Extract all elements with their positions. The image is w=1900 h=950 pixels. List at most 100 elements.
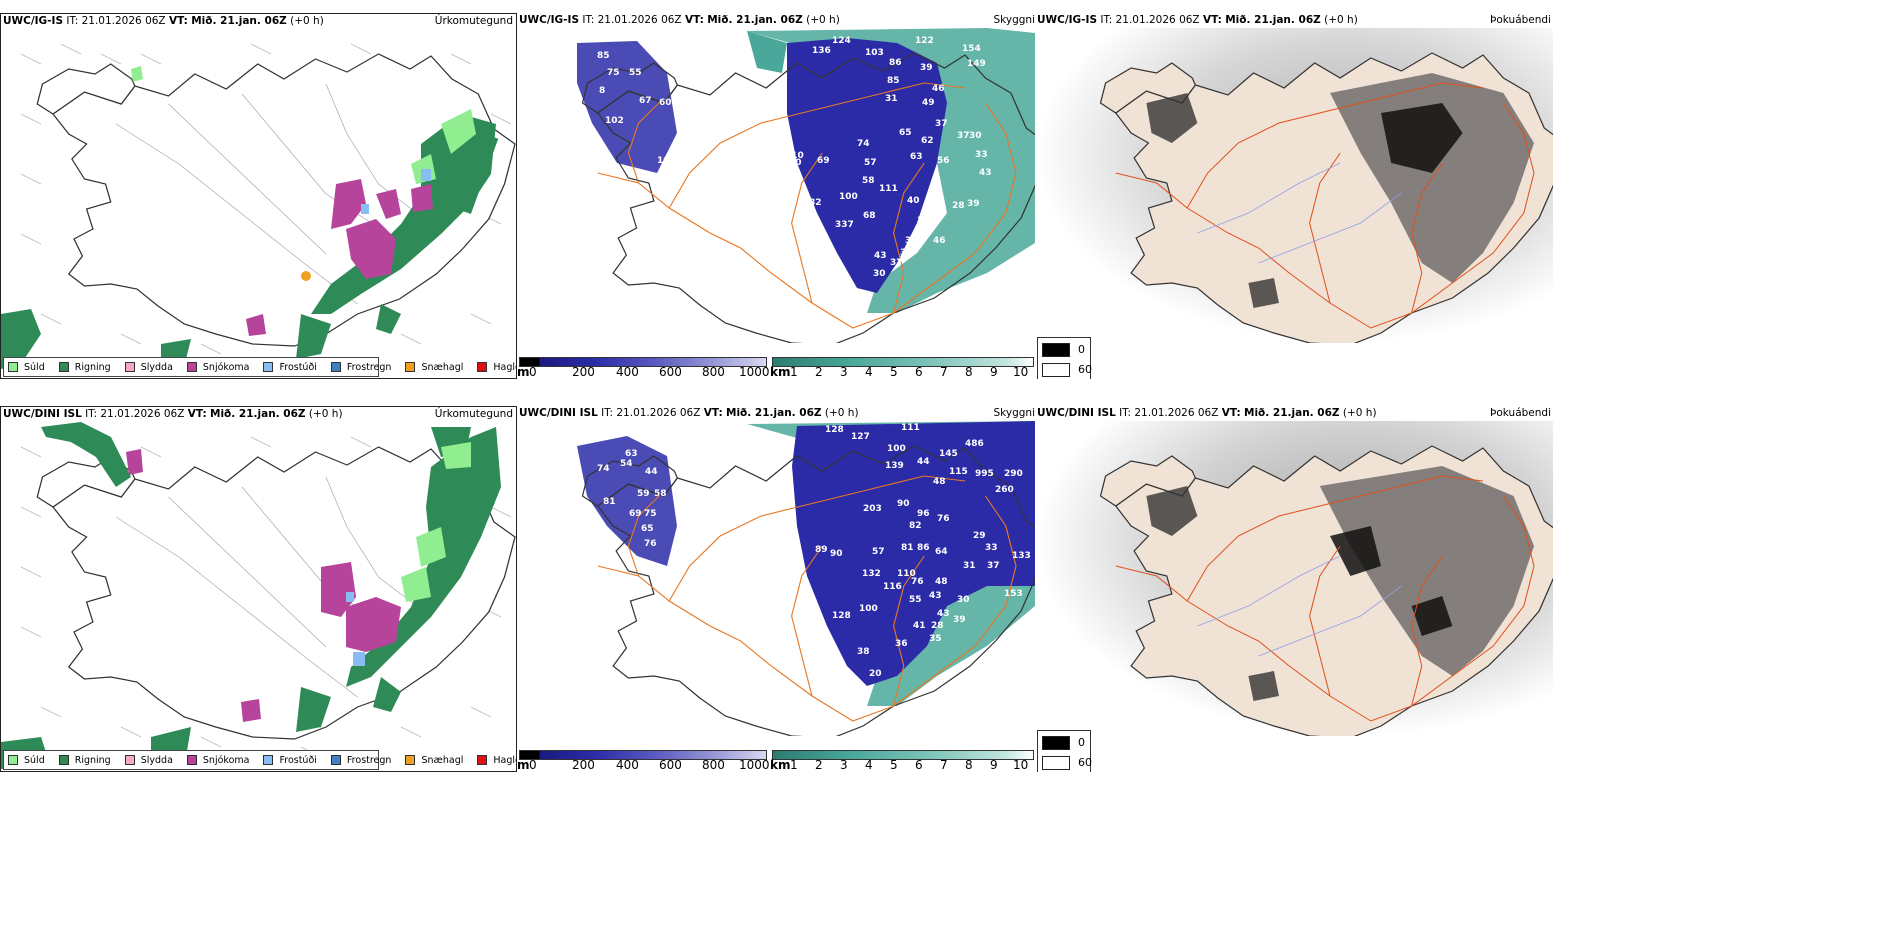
it-value: 21.01.2026 06Z: [597, 14, 682, 26]
height-tick: 400: [616, 758, 639, 772]
vis-label: 31: [885, 94, 898, 104]
vis-label: 153: [1004, 589, 1023, 599]
precip-title-row2: Úrkomutegund: [434, 408, 513, 420]
vis-label: 76: [937, 514, 950, 524]
precip-map-row2: [1, 422, 516, 769]
vis-label: 33: [985, 543, 998, 553]
vis-label: 69: [629, 509, 642, 519]
it-value: 21.01.2026 06Z: [1134, 407, 1219, 419]
swatch-snaehagl: [405, 755, 416, 765]
vis-label: 68: [863, 211, 876, 221]
legend-label-sudd: Súld: [24, 361, 45, 373]
vt-value: Mið. 21.jan. 06Z: [726, 407, 822, 419]
vis-label: 37: [890, 258, 903, 268]
vis-label: 48: [743, 318, 756, 328]
swatch-snjokoma: [186, 755, 197, 765]
road-network: [597, 475, 1017, 722]
km-colorbar-row2: km 1 2 3 4 5 6 7 8 9 10: [770, 750, 1035, 772]
fog-label-high: 60: [1078, 756, 1092, 769]
legend-label-haglel: Haglél: [493, 361, 516, 373]
km-tick: 5: [890, 758, 898, 772]
swatch-haglel: [477, 362, 488, 372]
vis-label: 86: [889, 58, 902, 68]
swatch-rigning: [58, 362, 69, 372]
height-unit: m: [517, 758, 530, 772]
swatch-slydda: [124, 755, 135, 765]
legend-label-frostregn: Frostregn: [346, 754, 392, 766]
vis-label: 50: [782, 198, 795, 208]
legend-label-frostregn: Frostregn: [346, 361, 392, 373]
fog-map-row1: [1035, 28, 1553, 343]
swatch-rigning: [58, 755, 69, 765]
legend-label-slydda: Slydda: [140, 754, 173, 766]
height-tick: 0: [529, 365, 537, 379]
fog-legend-row1: 0 60: [1037, 337, 1092, 379]
vis-label: 49: [922, 98, 935, 108]
swatch-snjokoma: [186, 362, 197, 372]
vis-label: 48: [935, 577, 948, 587]
height-tick: 600: [659, 365, 682, 379]
fog-label-low: 0: [1078, 343, 1085, 356]
vt-value: Mið. 21.jan. 06Z: [210, 408, 306, 420]
legend-label-snjokoma: Snjókoma: [202, 754, 250, 766]
vt-label: VT:: [187, 408, 207, 420]
vis-label: 85: [887, 76, 900, 86]
vis-label: 111: [879, 184, 898, 194]
vis-label: 44: [645, 467, 658, 477]
vis-label: 65: [899, 128, 912, 138]
visibility-panel-row2: 183 74 63 54 44 59 58 81 69 75 65 76 128…: [517, 406, 1035, 772]
height-tick: 800: [702, 365, 725, 379]
vis-label: 37: [935, 119, 948, 129]
vis-label: 29: [973, 531, 986, 541]
vis-label: 486: [965, 439, 984, 449]
fog-swatch-low: [1042, 343, 1070, 357]
vis-label: 136: [812, 46, 831, 56]
road-network: [1115, 82, 1535, 329]
vis-label: 21: [689, 186, 702, 196]
fog-swatch-high: [1042, 363, 1070, 377]
vis-label: 100: [839, 192, 858, 202]
visibility-panel-row1: 85 75 55 67 60 8 102 102 124 136 103 122…: [517, 13, 1035, 379]
vis-label: 20: [869, 669, 882, 679]
model-label: UWC/IG-IS: [3, 15, 64, 27]
legend-label-slydda: Slydda: [140, 361, 173, 373]
vis-label: 43: [929, 591, 942, 601]
offset-label: (+0 h): [1324, 14, 1358, 26]
vis-label: 102: [657, 156, 676, 166]
legend-label-frostudi: Frostúði: [279, 361, 317, 373]
vis-label: 33: [975, 150, 988, 160]
snow-area: [126, 449, 401, 722]
model-label: UWC/IG-IS: [1037, 14, 1098, 26]
visibility-title-row2: Skyggni: [993, 407, 1036, 419]
swatch-snaehagl: [405, 362, 416, 372]
precip-legend-row2: Súld Rigning Slydda Snjókoma Frostúði Fr…: [3, 750, 516, 770]
vis-label: 35: [929, 634, 942, 644]
visibility-title-row1: Skyggni: [993, 14, 1036, 26]
vis-label: 64: [935, 547, 948, 557]
height-colorbar-strip: [519, 357, 767, 367]
vis-label: 28: [931, 621, 944, 631]
vis-label: 183: [677, 429, 696, 439]
vis-label: 39: [953, 615, 966, 625]
vis-label: 86: [917, 543, 930, 553]
vis-label: 76: [911, 577, 924, 587]
vis-label: 31: [963, 561, 976, 571]
vis-label: 110: [897, 569, 916, 579]
fog-title-row1: Þokuábendi: [1490, 14, 1551, 26]
vis-label: 154: [962, 44, 981, 54]
vis-label: 58: [862, 176, 875, 186]
visibility-values: 183 74 63 54 44 59 58 81 69 75 65 76 128…: [597, 423, 1031, 721]
height-tick: 1000: [739, 758, 770, 772]
vis-label: 39: [967, 199, 980, 209]
vis-label: 90: [897, 499, 910, 509]
vt-label: VT:: [684, 14, 704, 26]
swatch-haglel: [477, 755, 488, 765]
model-label: UWC/DINI ISL: [1037, 407, 1116, 419]
legend-label-snaehagl: Snæhagl: [421, 361, 464, 373]
vis-label: 116: [883, 582, 902, 592]
legend-label-haglel: Haglél: [493, 754, 516, 766]
vis-label: 57: [864, 158, 877, 168]
visibility-map-row1: 85 75 55 67 60 8 102 102 124 136 103 122…: [577, 28, 1035, 343]
legend-label-snaehagl: Snæhagl: [421, 754, 464, 766]
swatch-frostregn: [330, 362, 341, 372]
